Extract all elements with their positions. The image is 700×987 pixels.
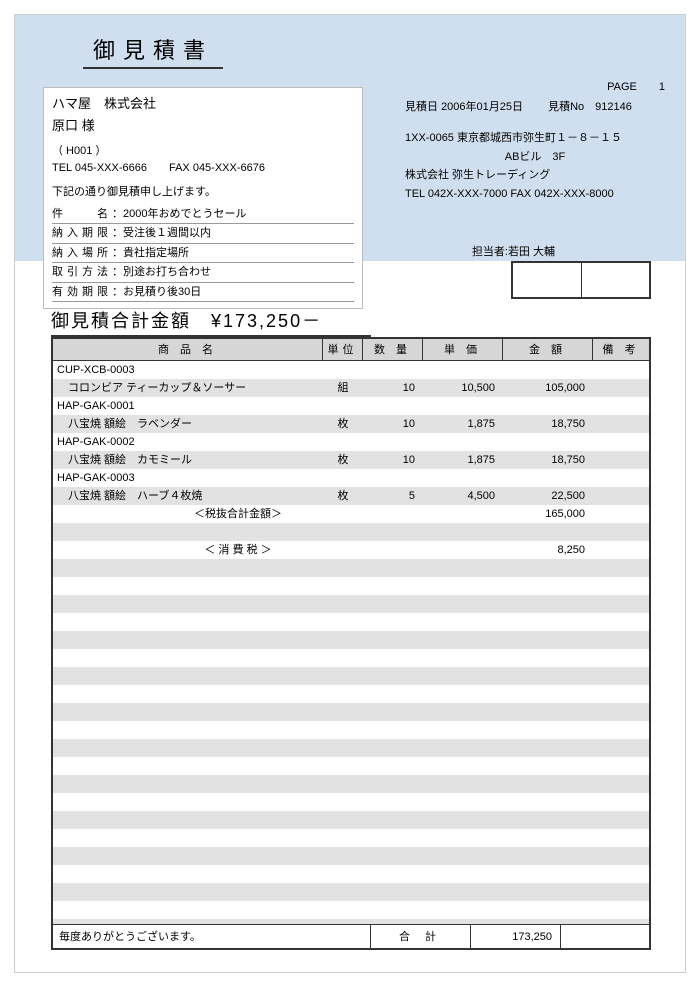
table-footer: 毎度ありがとうございます。 合 計 173,250 [53,924,649,948]
footer-total-label: 合 計 [371,925,471,948]
col-note: 備 考 [593,339,649,360]
client-block: ハマ屋 株式会社 原口 様 （ H001 ） TEL 045-XXX-6666 … [43,87,363,309]
header-area: 御見積書 PAGE 1 見積日 2006年01月25日 見積No 912146 … [15,15,685,261]
table-row: 八宝焼 額絵 カモミール枚101,87518,750 [53,451,649,469]
doc-title: 御見積書 [83,33,223,69]
valid-value: ：お見積り後30日 [112,286,201,298]
tax-row: ＜ 消 費 税 ＞8,250 [53,541,649,559]
grand-total-value: ¥173,250－ [211,311,322,331]
place-value: ：貴社指定場所 [112,247,189,259]
page-no: 1 [659,81,665,93]
sender-zip: 1XX-0065 東京都城西市弥生町１－８－１５ [405,130,665,148]
tantou-name: 若田 大輔 [508,246,555,258]
subject-value: ：2000年おめでとうセール [112,208,246,220]
intro-text: 下記の通り御見積申し上げます。 [52,184,354,201]
table-body: CUP-XCB-0003 コロンビア ティーカップ＆ソーサー組1010,5001… [53,361,649,924]
table-row: HAP-GAK-0002 [53,433,649,451]
table-row [53,523,649,541]
quotation-page: 御見積書 PAGE 1 見積日 2006年01月25日 見積No 912146 … [14,14,686,973]
col-qty: 数 量 [363,339,423,360]
stamp-box [511,261,651,299]
due-label: 納入期限 [52,225,112,242]
client-code: （ H001 ） [52,143,354,160]
grand-total-label: 御見積合計金額 [51,311,191,331]
page-label: PAGE [607,81,637,93]
col-price: 単 価 [423,339,503,360]
col-amount: 金 額 [503,339,593,360]
col-unit: 単位 [323,339,363,360]
table-row: CUP-XCB-0003 [53,361,649,379]
tantou-label: 担当者: [472,246,508,258]
place-label: 納入場所 [52,245,112,262]
subtotal-row: ＜税抜合計金額＞165,000 [53,505,649,523]
footer-total-value: 173,250 [471,925,561,948]
items-table: 商 品 名 単位 数 量 単 価 金 額 備 考 CUP-XCB-0003 コロ… [51,337,651,950]
table-row: HAP-GAK-0003 [53,469,649,487]
table-header: 商 品 名 単位 数 量 単 価 金 額 備 考 [53,339,649,361]
sender-company: 株式会社 弥生トレーディング [405,167,665,185]
col-name: 商 品 名 [53,339,323,360]
client-attn: 原口 様 [52,116,354,136]
client-tel: TEL 045-XXX-6666 FAX 045-XXX-6676 [52,160,354,177]
client-name: ハマ屋 株式会社 [52,94,354,114]
subject-label: 件 名 [52,206,112,223]
sender-block: PAGE 1 見積日 2006年01月25日 見積No 912146 1XX-0… [405,79,665,205]
estimate-date: 2006年01月25日 [441,101,523,113]
table-row: コロンビア ティーカップ＆ソーサー組1010,500105,000 [53,379,649,397]
table-row: 八宝焼 額絵 ラベンダー枚101,87518,750 [53,415,649,433]
table-row: HAP-GAK-0001 [53,397,649,415]
deal-value: ：別途お打ち合わせ [112,266,211,278]
sender-bldg: ABビル 3F [405,149,665,167]
footer-message: 毎度ありがとうございます。 [53,925,371,948]
deal-label: 取引方法 [52,264,112,281]
table-row: 八宝焼 額絵 ハーブ４枚焼枚54,50022,500 [53,487,649,505]
tantou-line: 担当者:若田 大輔 [472,243,555,259]
estimate-no-label: 見積No [548,101,584,113]
estimate-no: 912146 [595,101,632,113]
due-value: ：受注後１週間以内 [112,227,211,239]
estimate-date-label: 見積日 [405,101,438,113]
valid-label: 有効期限 [52,284,112,301]
sender-tel: TEL 042X-XXX-7000 FAX 042X-XXX-8000 [405,186,665,204]
grand-total-line: 御見積合計金額 ¥173,250－ [51,307,371,337]
